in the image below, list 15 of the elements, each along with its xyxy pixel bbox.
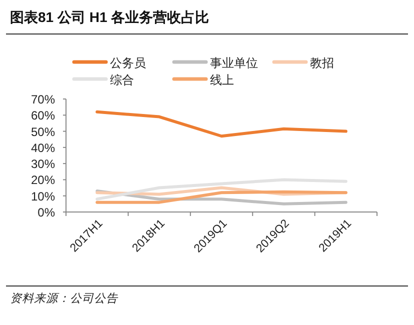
y-tick-label: 10% [30,189,56,204]
legend-label: 事业单位 [210,56,258,70]
y-tick-label: 30% [30,157,56,172]
legend-label: 教招 [310,56,334,70]
legend-label: 公务员 [110,56,146,70]
text: 资料来源：公司公告 [10,292,119,305]
chart-title: 图表81 公司 H1 各业务营收占比 [10,9,210,25]
legend-label: 线上 [210,73,234,87]
legend-label: 综合 [110,73,134,87]
y-tick-label: 70% [30,92,56,106]
y-tick-label: 60% [30,108,56,123]
y-tick-label: 50% [30,124,56,139]
y-tick-label: 0% [38,206,56,220]
y-tick-label: 20% [30,173,56,188]
y-tick-label: 40% [30,140,56,155]
